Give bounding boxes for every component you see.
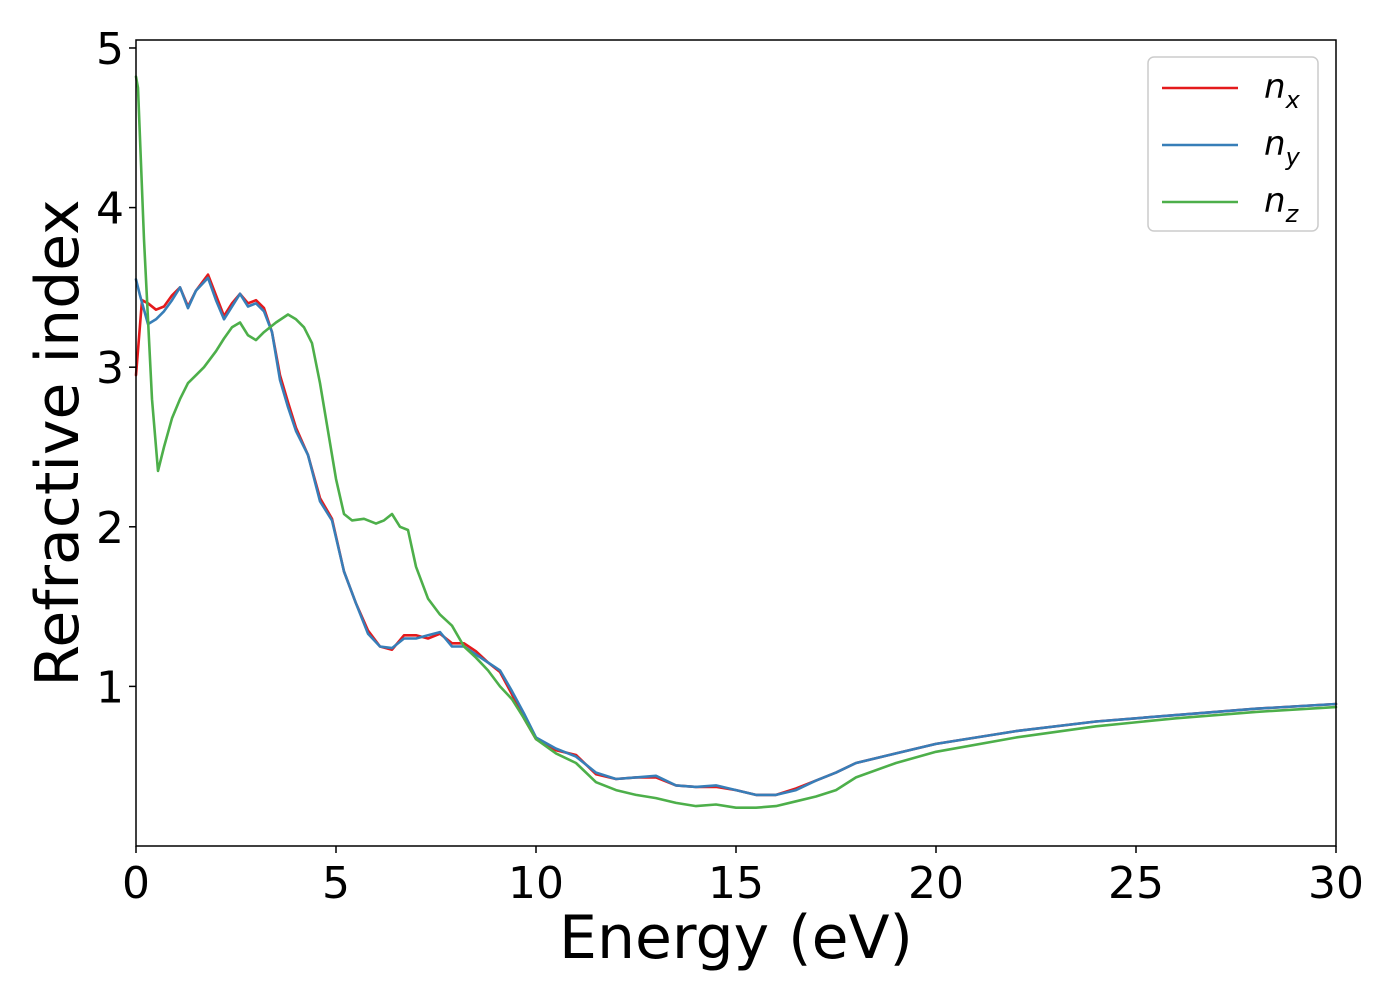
- legend-label-base: n: [1264, 124, 1286, 164]
- series-layer: [134, 75, 1338, 809]
- series-line-n-z: [134, 75, 1338, 809]
- x-tick-label: 15: [708, 858, 764, 909]
- y-tick-label: 5: [96, 24, 124, 75]
- series-line-n-y: [134, 276, 1338, 797]
- x-tick-label: 10: [508, 858, 564, 909]
- legend-label-subscript: z: [1285, 200, 1300, 228]
- legend-label-n-y: ny: [1264, 124, 1301, 171]
- y-axis: 1 2 3 4 5: [96, 24, 136, 713]
- x-tick-label: 25: [1108, 858, 1164, 909]
- y-tick-label: 4: [96, 184, 124, 235]
- y-tick-label: 2: [96, 503, 124, 554]
- legend-label-subscript: y: [1285, 143, 1301, 171]
- x-axis-label: Energy (eV): [559, 903, 913, 973]
- legend-label-subscript: x: [1285, 86, 1301, 114]
- y-axis-label: Refractive index: [23, 199, 93, 686]
- legend-label-base: n: [1264, 67, 1286, 107]
- legend-label-n-x: nx: [1264, 67, 1301, 114]
- y-tick-label: 1: [96, 662, 124, 713]
- x-tick-label: 5: [322, 858, 350, 909]
- x-tick-label: 20: [908, 858, 964, 909]
- x-axis: 0 5 10 15 20 25 30: [122, 846, 1364, 909]
- x-tick-label: 0: [122, 858, 150, 909]
- legend-label-base: n: [1264, 181, 1286, 221]
- legend-label-n-z: nz: [1264, 181, 1300, 228]
- x-tick-label: 30: [1308, 858, 1364, 909]
- y-tick-label: 3: [96, 343, 124, 394]
